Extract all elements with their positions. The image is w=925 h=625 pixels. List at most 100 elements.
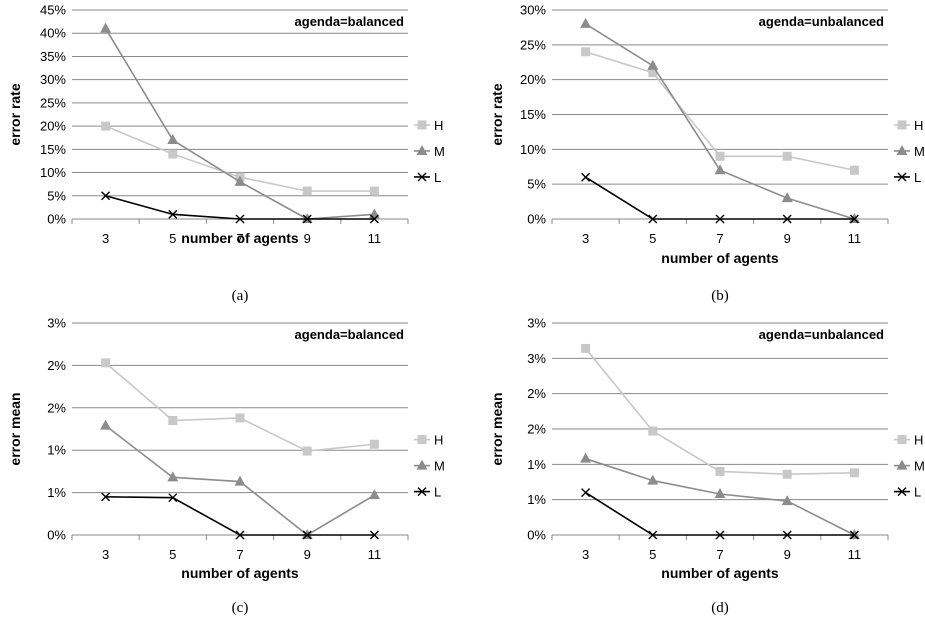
series-line-L <box>105 496 375 536</box>
y-tick-label: 1% <box>47 485 66 500</box>
data-point-L <box>101 492 111 502</box>
y-tick-label: 1% <box>527 457 546 472</box>
x-tick-label: 7 <box>236 547 243 562</box>
series-line-M <box>585 23 855 220</box>
data-point-L <box>782 214 792 224</box>
data-point-L <box>581 172 591 182</box>
data-point-M <box>714 488 726 499</box>
y-tick-label: 5% <box>47 188 66 203</box>
data-point-L <box>302 214 312 224</box>
data-point-M <box>100 22 112 33</box>
legend-label-H: H <box>434 118 443 133</box>
data-point-L <box>648 530 658 540</box>
legend-label-L: L <box>434 485 441 500</box>
y-axis-label: error mean <box>489 392 505 465</box>
data-point-M <box>100 419 112 430</box>
data-point-M <box>781 495 793 506</box>
x-tick-label: 9 <box>784 231 791 246</box>
y-axis-label: error mean <box>7 392 23 465</box>
y-tick-label: 20% <box>40 119 66 134</box>
data-point-M <box>647 474 659 485</box>
x-tick-label: 5 <box>169 231 176 246</box>
y-tick-label: 15% <box>520 107 546 122</box>
data-point-H <box>581 47 591 57</box>
legend-label-H: H <box>434 433 443 448</box>
data-point-M <box>647 59 659 70</box>
y-tick-label: 25% <box>40 95 66 110</box>
data-point-M <box>848 213 860 223</box>
legend-marker-M <box>896 459 908 470</box>
panel-caption: (b) <box>711 288 729 304</box>
data-point-H <box>168 149 178 159</box>
data-point-L <box>369 214 379 224</box>
agenda-annotation: agenda=balanced <box>295 327 405 342</box>
agenda-annotation: agenda=unbalanced <box>759 14 884 29</box>
data-point-H <box>715 151 725 161</box>
data-point-H <box>782 151 792 161</box>
legend-label-M: M <box>914 144 925 159</box>
data-point-H <box>369 186 379 196</box>
data-point-M <box>714 164 726 175</box>
x-tick-label: 5 <box>169 547 176 562</box>
legend-label-M: M <box>434 144 445 159</box>
y-tick-label: 40% <box>40 26 66 41</box>
legend-marker-H <box>417 435 427 445</box>
legend-marker-H <box>897 435 907 445</box>
data-point-M <box>781 192 793 203</box>
y-tick-label: 2% <box>527 386 546 401</box>
data-point-M <box>368 489 380 500</box>
x-tick-label: 11 <box>848 231 862 246</box>
x-tick-label: 9 <box>784 547 791 562</box>
y-tick-label: 15% <box>40 142 66 157</box>
legend-label-H: H <box>914 118 923 133</box>
x-axis-label: number of agents <box>661 565 779 581</box>
y-tick-label: 0% <box>47 528 66 543</box>
x-tick-label: 3 <box>102 231 109 246</box>
data-point-L <box>235 530 245 540</box>
x-tick-label: 3 <box>582 231 589 246</box>
y-tick-label: 30% <box>40 72 66 87</box>
x-tick-label: 11 <box>368 547 382 562</box>
chart-panel-c: 0% 1% 1% 2% 2% 3% 3 5 7 9 11 number of agents error … <box>7 316 445 617</box>
legend-label-H: H <box>914 433 923 448</box>
data-point-H <box>101 121 111 131</box>
y-tick-label: 1% <box>527 492 546 507</box>
data-point-L <box>168 209 178 219</box>
legend-marker-M <box>416 459 428 470</box>
x-tick-label: 7 <box>716 231 723 246</box>
y-tick-label: 45% <box>40 3 66 18</box>
data-point-L <box>782 530 792 540</box>
y-tick-label: 20% <box>520 72 546 87</box>
legend-marker-L <box>417 172 427 182</box>
data-point-H <box>168 416 178 426</box>
data-point-H <box>648 426 658 436</box>
y-axis-label: error rate <box>7 83 23 145</box>
data-point-L <box>369 530 379 540</box>
data-point-L <box>849 214 859 224</box>
legend-marker-H <box>897 120 907 130</box>
data-point-L <box>302 530 312 540</box>
data-point-H <box>302 186 312 196</box>
data-point-H <box>235 413 245 423</box>
data-point-M <box>167 471 179 482</box>
panel-caption: (d) <box>711 600 729 616</box>
y-tick-label: 30% <box>520 3 546 18</box>
data-point-H <box>782 469 792 479</box>
y-tick-label: 25% <box>520 37 546 52</box>
x-tick-label: 7 <box>236 231 243 246</box>
y-axis-label: error rate <box>489 83 505 145</box>
legend-marker-H <box>417 120 427 130</box>
data-point-M <box>234 175 246 186</box>
data-point-H <box>101 358 111 368</box>
y-tick-label: 3% <box>47 316 66 331</box>
data-point-H <box>648 68 658 78</box>
data-point-L <box>235 214 245 224</box>
y-tick-label: 1% <box>47 443 66 458</box>
data-point-H <box>581 343 591 353</box>
agenda-annotation: agenda=balanced <box>295 14 405 29</box>
x-tick-label: 3 <box>102 547 109 562</box>
series-line-L <box>585 176 855 220</box>
data-point-H <box>849 165 859 175</box>
data-point-L <box>849 530 859 540</box>
